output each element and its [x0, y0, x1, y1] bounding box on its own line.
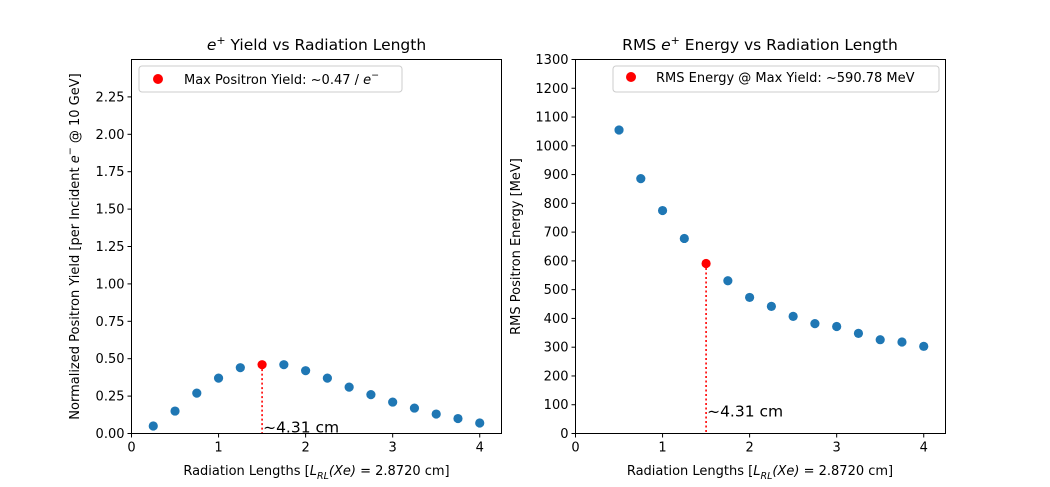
left-legend: Max Positron Yield: ~0.47 / e− — [138, 65, 403, 93]
right-x-tick-label: 2 — [745, 441, 753, 456]
left-data-point — [388, 397, 398, 407]
left-x-tick-label: 2 — [301, 441, 309, 456]
left-legend-box — [138, 65, 403, 93]
right-data-point — [723, 276, 733, 286]
left-chart-title: e+ Yield vs Radiation Length — [207, 34, 426, 54]
left-legend-marker — [153, 74, 163, 84]
left-y-tick-label: 0.00 — [96, 427, 125, 442]
right-legend-marker — [626, 72, 636, 82]
left-data-point — [344, 382, 354, 392]
left-data-point — [453, 413, 463, 424]
left-data-point — [431, 409, 441, 419]
left-axes-group: 0 1 2 3 4 0.00 0.25 0.50 0.75 1.00 1.25 1.50 1.75 2.0… — [96, 90, 484, 455]
left-y-tick-label: 1.50 — [96, 203, 125, 218]
left-data-point — [279, 360, 289, 370]
right-data-point — [853, 328, 864, 338]
left-x-tick-label: 1 — [214, 441, 222, 456]
left-y-tick-label: 0.25 — [96, 390, 125, 405]
left-x-tick-label: 3 — [389, 441, 397, 456]
left-data-point — [170, 406, 180, 416]
left-y-tick-label: 0.75 — [96, 315, 125, 330]
right-data-point — [832, 321, 842, 332]
left-y-tick-label: 1.25 — [96, 240, 125, 255]
left-y-tick-label: 1.00 — [96, 277, 125, 292]
left-data-point — [475, 418, 485, 428]
right-y-tick-label: 300 — [544, 341, 569, 356]
left-y-tick-label: 2.00 — [96, 128, 125, 143]
left-max-point — [257, 360, 267, 370]
right-data-point — [657, 205, 668, 216]
right-chart-title: RMS e+ Energy vs Radiation Length — [622, 34, 898, 54]
left-legend-label: Max Positron Yield: ~0.47 / e− — [184, 70, 379, 88]
left-data-point — [192, 388, 202, 398]
left-data-point — [235, 363, 245, 373]
left-y-axis-label: Normalized Positron Yield [per Incident … — [65, 73, 83, 419]
right-y-axis-label: RMS Positron Energy [MeV] — [509, 158, 524, 335]
right-data-point — [679, 233, 689, 244]
right-x-axis-label: Radiation Lengths [LRL(Xe) = 2.8720 cm] — [627, 464, 893, 482]
left-y-tick-label: 1.75 — [96, 165, 125, 180]
right-chart: RMS e+ Energy vs Radiation Length 0 1 2 3 40… — [509, 34, 946, 482]
right-data-points: ~4.31 cm — [614, 125, 929, 434]
right-legend: RMS Energy @ Max Yield: ~590.78 MeV — [612, 65, 940, 93]
right-y-tick-label: 1300 — [535, 53, 568, 68]
right-legend-label: RMS Energy @ Max Yield: ~590.78 MeV — [656, 71, 915, 86]
right-data-point — [897, 337, 907, 347]
right-x-tick-label: 1 — [658, 441, 666, 456]
left-data-point — [148, 421, 158, 431]
right-data-point — [636, 174, 646, 184]
left-x-tick-label: 0 — [127, 441, 135, 456]
left-data-point — [366, 390, 376, 400]
right-y-tick-label: 900 — [544, 168, 569, 183]
right-x-tick-label: 0 — [571, 441, 579, 456]
right-y-tick-label: 100 — [544, 398, 569, 413]
left-data-points: ~4.31 cm — [148, 360, 485, 437]
left-data-point — [301, 366, 311, 376]
right-legend-box — [612, 65, 940, 93]
right-axes-frame — [575, 59, 946, 434]
right-x-tick-label: 3 — [833, 441, 841, 456]
right-data-point — [788, 311, 798, 322]
right-data-point — [766, 301, 776, 311]
left-x-tick-label: 4 — [476, 441, 484, 456]
right-y-tick-label: 1200 — [535, 82, 568, 97]
right-axes-group: 0 1 2 3 4 0 100 200 300 400 500 600 700 800 900 1000 110… — [535, 53, 927, 456]
right-y-tick-label: 1000 — [535, 139, 568, 154]
right-annotation-text: ~4.31 cm — [707, 403, 783, 421]
left-annotation-text: ~4.31 cm — [263, 419, 339, 437]
right-data-point — [810, 319, 820, 329]
right-data-point — [875, 335, 885, 345]
left-axes-frame — [131, 59, 502, 434]
right-y-tick-label: 700 — [544, 226, 569, 241]
right-data-point — [614, 125, 624, 135]
right-y-tick-label: 800 — [544, 197, 569, 212]
right-y-tick-label: 500 — [544, 283, 569, 298]
left-data-point — [322, 373, 332, 383]
right-data-point — [919, 341, 929, 351]
right-max-point — [701, 258, 711, 269]
left-y-tick-label: 2.25 — [96, 90, 125, 105]
left-data-point — [213, 373, 224, 383]
right-y-tick-label: 600 — [544, 254, 569, 269]
right-data-point — [745, 292, 755, 303]
left-chart: e+ Yield vs Radiation Length 0 1 2 3 4 0.00 0.… — [65, 34, 502, 482]
right-x-tick-label: 4 — [920, 441, 928, 456]
left-data-point — [409, 403, 420, 413]
right-y-tick-label: 400 — [544, 312, 569, 327]
right-y-tick-label: 1100 — [535, 111, 568, 126]
left-y-tick-label: 0.50 — [96, 352, 125, 367]
right-y-tick-label: 0 — [560, 427, 568, 442]
right-y-tick-label: 200 — [544, 369, 569, 384]
left-x-axis-label: Radiation Lengths [LRL(Xe) = 2.8720 cm] — [183, 464, 449, 482]
